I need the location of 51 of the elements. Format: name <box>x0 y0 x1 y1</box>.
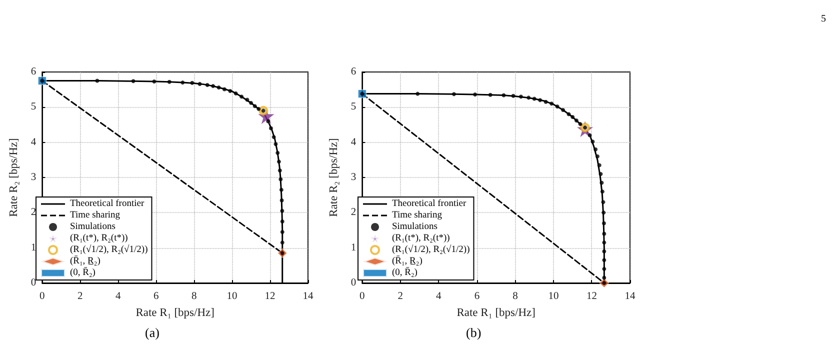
legend-label: Simulations <box>392 222 438 232</box>
x-tick-label: 12 <box>264 291 276 302</box>
x-axis-title: Rate R₁ [bps/Hz] <box>136 306 214 319</box>
legend-label: Time sharing <box>392 210 442 220</box>
y-tick-label: 6 <box>30 66 36 78</box>
y-tick-label: 3 <box>350 172 356 183</box>
legend-label: Time sharing <box>70 210 120 220</box>
y-tick-label: 5 <box>350 102 356 113</box>
y-axis-title: Rate R₂ [bps/Hz] <box>8 138 20 217</box>
y-tick-label: 4 <box>30 136 37 148</box>
x-tick-label: 10 <box>548 291 559 302</box>
y-tick-label: 0 <box>350 278 356 288</box>
x-axis-title: Rate R₁ [bps/Hz] <box>456 306 536 319</box>
legend-label: (R₁(√1/2), R₂(√1/2)) <box>392 244 470 255</box>
y-tick-label: 1 <box>350 242 356 254</box>
legend-label: (0, R̄₂) <box>70 267 96 278</box>
legend-label: (R₁(t*), R₂(t*)) <box>392 234 450 244</box>
x-tick-label: 0 <box>360 291 365 302</box>
legend-label: (R₁(t*), R₂(t*)) <box>70 234 128 244</box>
x-tick-label: 4 <box>115 291 122 302</box>
x-tick-label: 10 <box>226 291 238 302</box>
y-tick-label: 1 <box>30 242 36 254</box>
legend-label: (R₁(√1/2), R₂(√1/2)) <box>70 244 148 255</box>
legend-label: (R̄₁, R̲₂) <box>392 256 422 266</box>
x-tick-label: 12 <box>586 291 597 302</box>
x-tick-label: 2 <box>398 291 404 302</box>
legend-label: Theoretical frontier <box>392 199 467 209</box>
legend-label: (R̄₁, R̲₂) <box>70 256 100 266</box>
y-tick-label: 6 <box>350 66 356 78</box>
x-tick-label: 0 <box>40 291 45 302</box>
x-tick-label: 14 <box>302 291 314 302</box>
y-tick-label: 2 <box>30 207 36 218</box>
x-tick-label: 2 <box>78 291 83 302</box>
x-tick-label: 6 <box>474 291 480 302</box>
x-tick-label: 8 <box>512 291 518 302</box>
text: (a) <box>145 325 160 340</box>
x-tick-label: 6 <box>153 291 159 302</box>
y-axis-title: Rate R₂ [bps/Hz] <box>328 138 340 217</box>
x-tick-label: 4 <box>436 291 442 302</box>
legend-label: Theoretical frontier <box>70 199 145 209</box>
y-tick-label: 2 <box>350 207 356 218</box>
y-tick-label: 4 <box>350 136 357 148</box>
text: 5 <box>821 14 826 24</box>
y-tick-label: 3 <box>30 172 36 183</box>
y-tick-label: 5 <box>30 102 36 113</box>
text: (b) <box>466 325 482 340</box>
x-tick-label: 14 <box>624 291 636 302</box>
legend-label: (0, R̄₂) <box>392 267 418 278</box>
legend-label: Simulations <box>70 222 116 232</box>
y-tick-label: 0 <box>30 278 36 288</box>
x-tick-label: 8 <box>191 291 197 302</box>
